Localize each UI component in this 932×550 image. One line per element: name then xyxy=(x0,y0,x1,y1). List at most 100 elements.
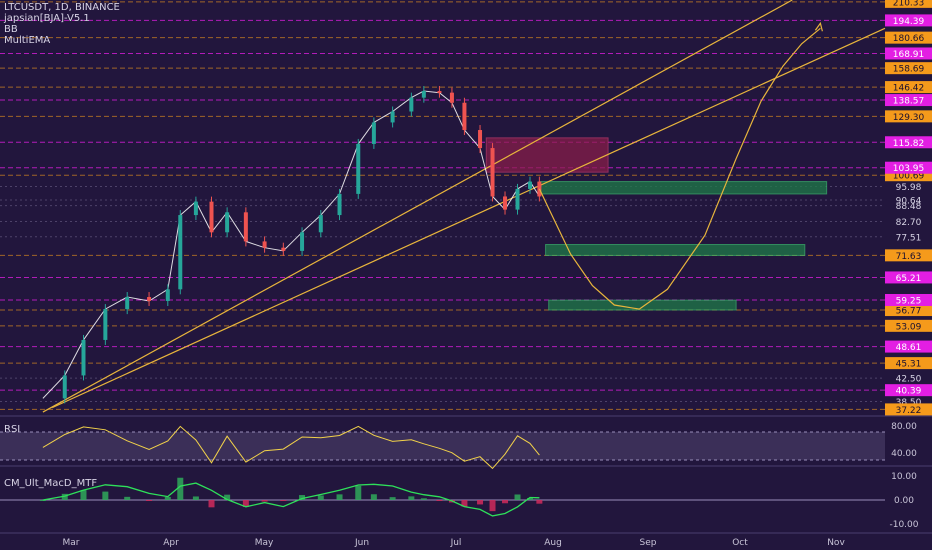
time-label-may: May xyxy=(255,538,274,548)
time-label-jul: Jul xyxy=(450,538,462,548)
green-zone-0[interactable] xyxy=(538,181,828,195)
price-axis-label-plain-6: 38.50 xyxy=(896,398,922,408)
candle-body xyxy=(371,122,376,144)
rsi-pane-label[interactable]: RSI xyxy=(4,424,21,435)
candle-body xyxy=(165,289,170,301)
time-label-nov: Nov xyxy=(827,538,845,548)
candle-body xyxy=(421,91,426,98)
price-axis-label-text: 38.50 xyxy=(896,398,922,408)
price-axis-label-bg xyxy=(885,14,932,27)
macd-histogram-bar xyxy=(146,500,153,501)
macd-histogram-bar xyxy=(514,494,521,500)
indicator-multiema[interactable]: MultiEMA xyxy=(4,35,51,46)
price-axis-label-plain-4: 77.51 xyxy=(896,233,922,243)
time-label-mar: Mar xyxy=(63,538,80,548)
price-axis-label-bg xyxy=(885,384,932,397)
price-axis-label-text: 194.39 xyxy=(893,17,925,27)
green-zone-1[interactable] xyxy=(545,244,806,256)
macd-histogram-bar xyxy=(261,500,268,502)
price-axis-label-text: 180.66 xyxy=(893,34,925,44)
time-label-jun: Jun xyxy=(354,538,369,548)
price-axis-label-bg xyxy=(885,94,932,107)
macd-pane-label[interactable]: CM_Ult_MacD_MTF xyxy=(4,478,98,489)
price-axis-label-bg xyxy=(885,161,932,174)
candle-body xyxy=(62,375,67,399)
chart-legend: LTCUSDT, 1D, BINANCE japsian[BJA]-V5.1 B… xyxy=(4,2,120,46)
macd-histogram-bar xyxy=(299,495,306,500)
rsi-axis-40: 40.00 xyxy=(891,449,917,459)
candle-body xyxy=(437,91,442,94)
time-label-aug: Aug xyxy=(544,538,562,548)
candle-body xyxy=(503,196,508,210)
macd-histogram-bar xyxy=(242,500,249,507)
price-axis-label-bg xyxy=(885,47,932,60)
price-axis-label-text: 129.30 xyxy=(893,113,925,123)
macd-histogram-bar xyxy=(61,493,68,500)
price-axis-label-plain-2: 88.48 xyxy=(896,202,922,212)
candle-body xyxy=(81,339,86,376)
macd-histogram-bar xyxy=(224,494,231,500)
macd-axis-0: 0.00 xyxy=(894,496,914,506)
macd-histogram-bar xyxy=(420,498,427,500)
price-axis-label-magenta-6: 59.25 xyxy=(885,293,932,306)
macd-histogram-bar xyxy=(102,491,109,500)
price-axis-label-orange-2: 158.69 xyxy=(885,62,932,75)
price-axis-label-magenta-3: 115.82 xyxy=(885,136,932,149)
price-axis-label-plain-5: 42.50 xyxy=(896,375,922,385)
price-axis-label-magenta-4: 103.95 xyxy=(885,161,932,174)
price-axis-label-bg xyxy=(885,136,932,149)
red-zone-3[interactable] xyxy=(485,137,609,173)
indicator-bb[interactable]: BB xyxy=(4,24,18,35)
candle-body xyxy=(318,215,323,233)
price-axis-label-bg xyxy=(885,304,932,317)
candle-body xyxy=(178,215,183,290)
price-axis-label-text: 45.31 xyxy=(896,360,922,370)
macd-histogram-bar xyxy=(389,497,396,500)
green-zone-2[interactable] xyxy=(548,299,737,311)
trendline-steep[interactable] xyxy=(42,0,793,413)
price-axis-label-magenta-5: 65.21 xyxy=(885,271,932,284)
candle-body xyxy=(147,297,152,301)
indicator-japsian[interactable]: japsian[BJA]-V5.1 xyxy=(4,13,90,24)
candle-body xyxy=(490,148,495,197)
candle-body xyxy=(193,201,198,216)
price-axis-label-orange-9: 45.31 xyxy=(885,357,932,370)
price-axis-label-bg xyxy=(885,81,932,94)
macd-histogram-bar xyxy=(124,496,131,500)
macd-line[interactable] xyxy=(42,482,540,517)
price-axis-label-orange-10: 37.22 xyxy=(885,403,932,416)
macd-histogram-bar xyxy=(280,500,287,501)
symbol-title[interactable]: LTCUSDT, 1D, BINANCE xyxy=(4,2,120,13)
price-axis-label-text: 158.69 xyxy=(893,65,925,75)
candle-body xyxy=(528,181,532,189)
price-axis-label-plain-1: 90.64 xyxy=(896,196,922,206)
price-axis-label-text: 59.25 xyxy=(896,296,922,306)
price-axis-label-orange-6: 71.63 xyxy=(885,249,932,262)
price-axis-label-text: 77.51 xyxy=(896,233,922,243)
price-axis-label-magenta-0: 194.39 xyxy=(885,14,932,27)
price-axis-label-text: 95.98 xyxy=(896,183,922,193)
price-axis-label-plain-0: 95.98 xyxy=(896,183,922,193)
price-axis-label-text: 103.95 xyxy=(893,164,925,174)
price-axis-label-bg xyxy=(885,357,932,370)
macd-histogram-bar xyxy=(408,496,415,500)
price-axis-label-text: 53.09 xyxy=(896,322,922,332)
price-axis-label-orange-0: 210.33 xyxy=(885,0,932,8)
price-axis-label-magenta-8: 40.39 xyxy=(885,384,932,397)
trendline-long[interactable] xyxy=(52,27,886,409)
candle-body xyxy=(390,111,395,123)
price-axis-label-text: 56.77 xyxy=(896,307,922,317)
price-axis-label-text: 48.61 xyxy=(896,343,922,353)
candle-body xyxy=(262,241,267,248)
rsi-line[interactable] xyxy=(42,425,540,470)
price-axis-label-text: 146.42 xyxy=(893,84,925,94)
projection-curve[interactable] xyxy=(538,27,821,310)
price-axis-label-orange-1: 180.66 xyxy=(885,31,932,44)
candle-body xyxy=(243,212,248,242)
price-axis-label-text: 88.48 xyxy=(896,202,922,212)
price-axis-label-bg xyxy=(885,62,932,75)
macd-axis: 10.00 0.00 -10.00 xyxy=(889,472,918,530)
candle-body xyxy=(125,297,130,310)
